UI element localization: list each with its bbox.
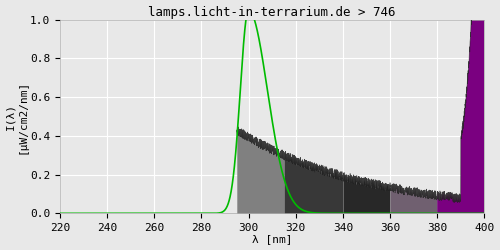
Y-axis label: I(λ)
[μW/cm2/nm]: I(λ) [μW/cm2/nm] xyxy=(6,80,27,154)
Title: lamps.licht-in-terrarium.de > 746: lamps.licht-in-terrarium.de > 746 xyxy=(148,6,396,18)
X-axis label: λ [nm]: λ [nm] xyxy=(252,234,292,244)
